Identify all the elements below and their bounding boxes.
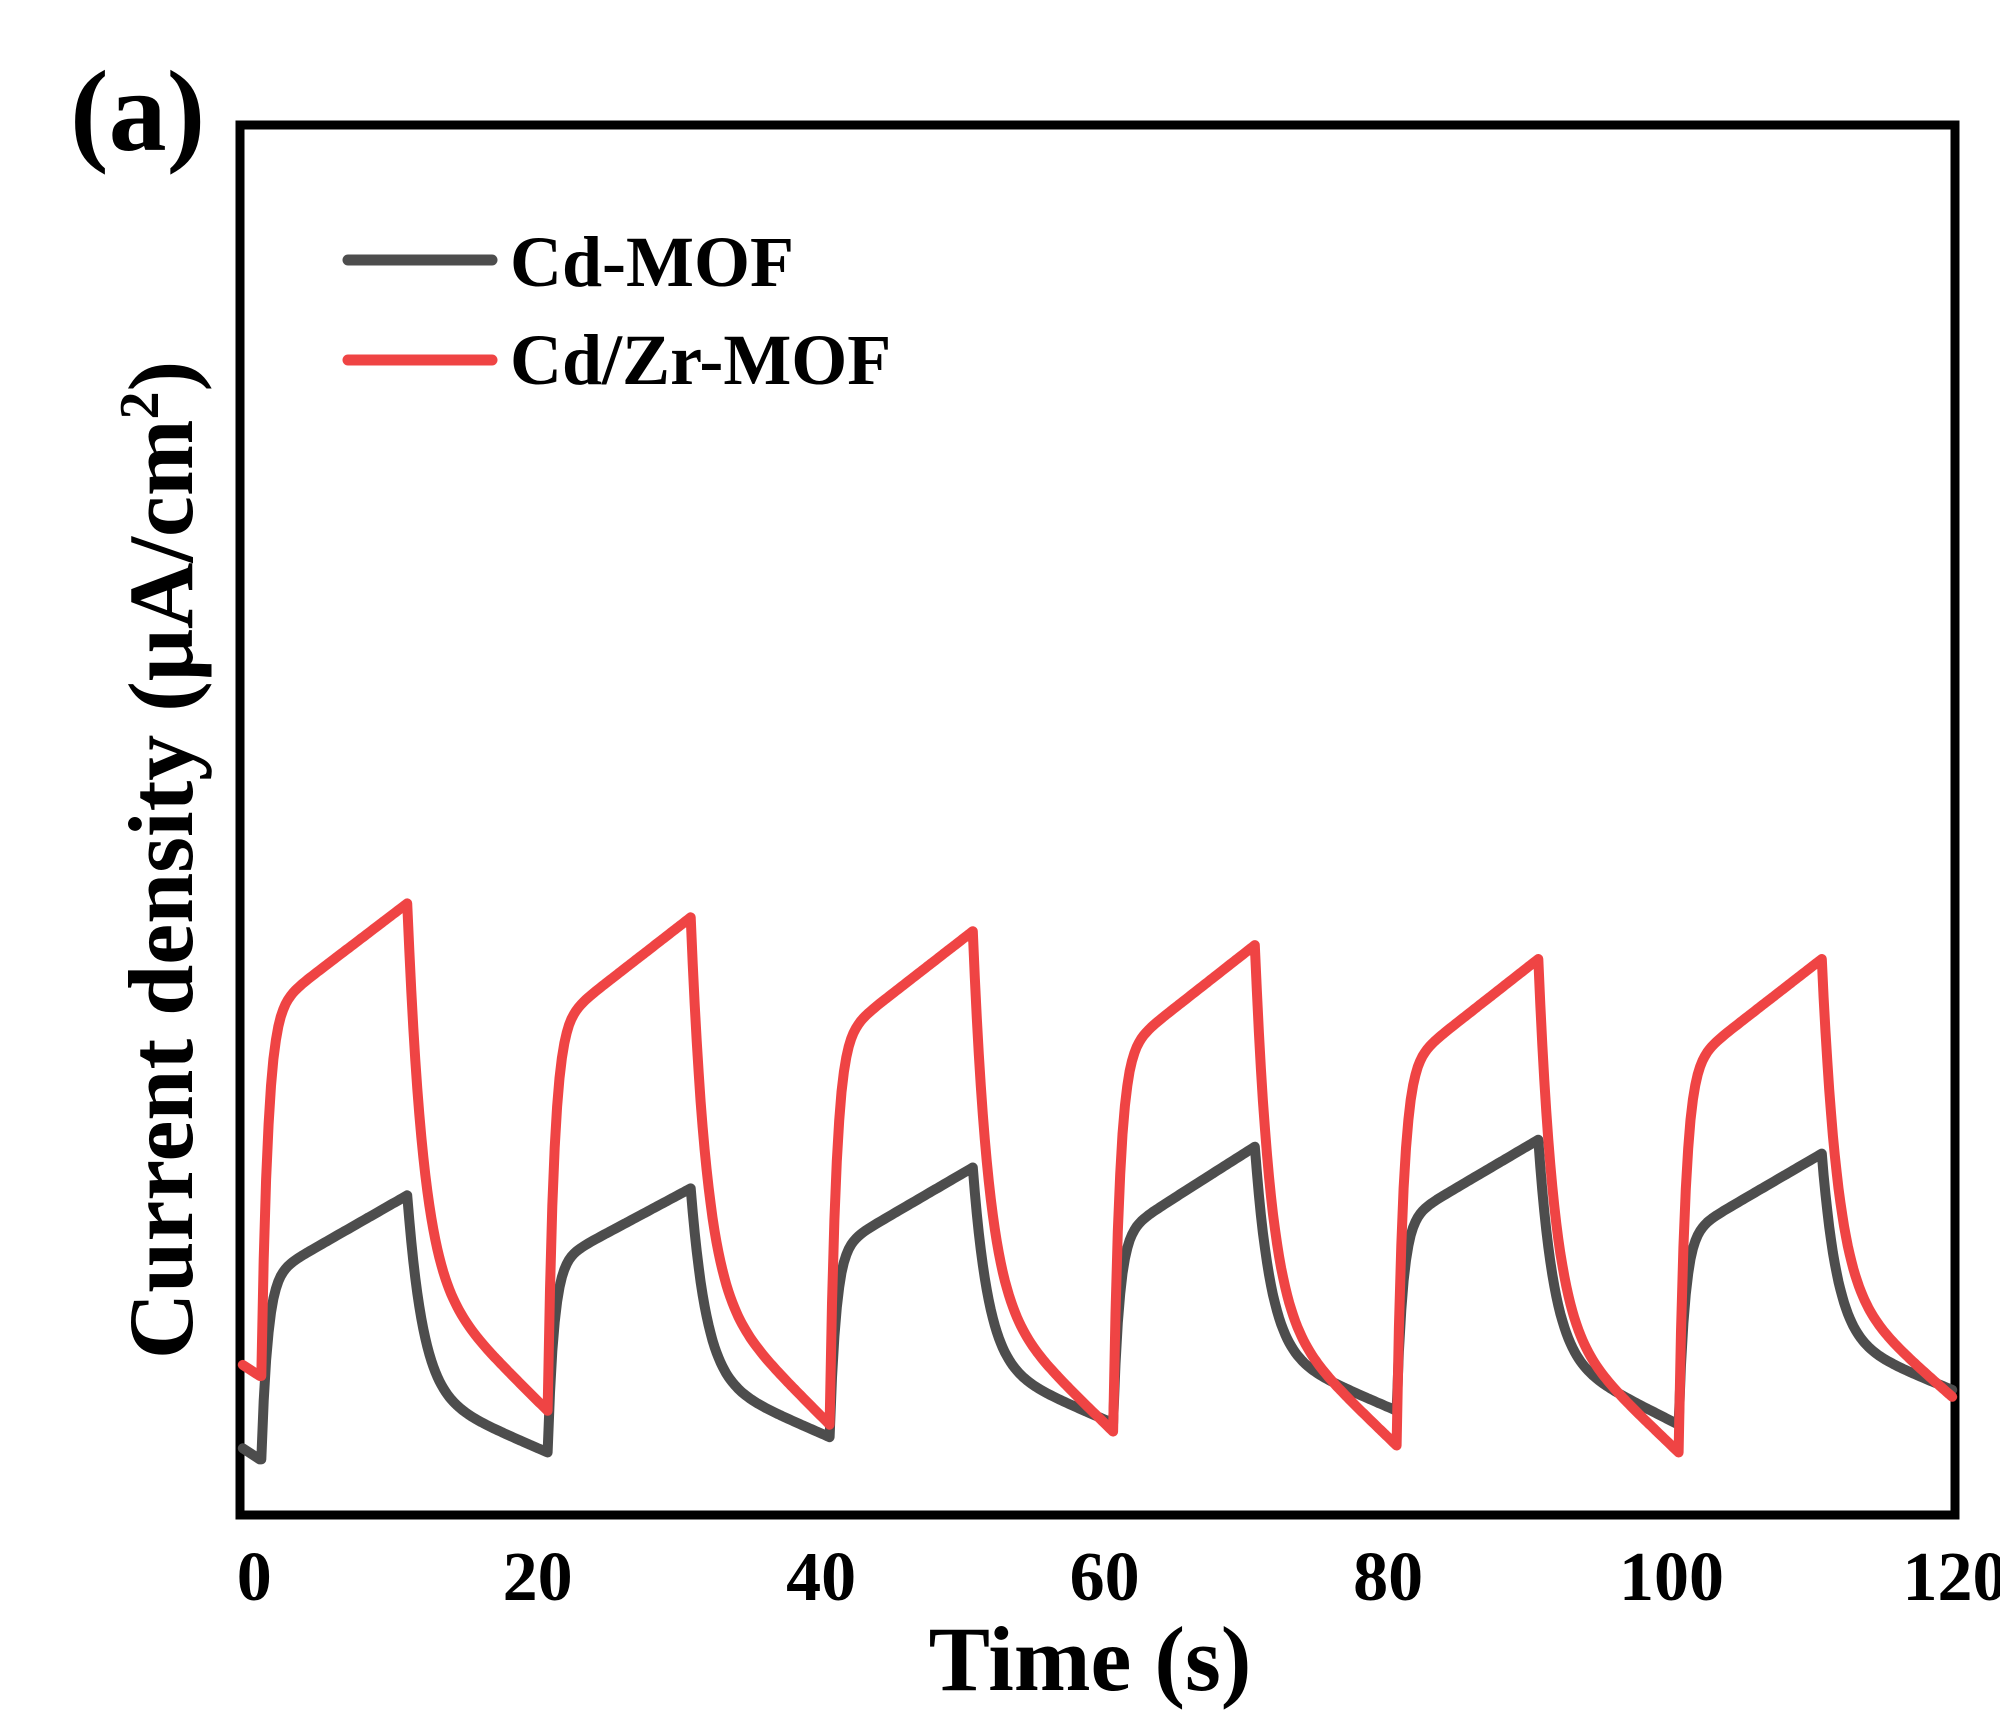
x-tick-label-60: 60 bbox=[1070, 1539, 1140, 1616]
y-axis-label: Current density (μA/cm2) bbox=[109, 361, 212, 1359]
x-tick-label-0: 0 bbox=[237, 1539, 272, 1616]
series-layer bbox=[237, 898, 1958, 1465]
plot-frame bbox=[235, 120, 1960, 1520]
x-tick-labels: 0 20 40 60 80 100 120 bbox=[237, 1539, 2000, 1616]
panel-label: (a) bbox=[70, 48, 205, 176]
legend-label-cd-mof: Cd-MOF bbox=[510, 222, 794, 302]
y-axis-label-main: Current density (μA/cm bbox=[110, 419, 212, 1359]
x-tick-label-20: 20 bbox=[503, 1539, 573, 1616]
x-tick-label-120: 120 bbox=[1903, 1539, 2000, 1616]
series-line-cd-zr-mof bbox=[237, 898, 1958, 1458]
x-axis-label: Time (s) bbox=[929, 1608, 1252, 1710]
x-tick-label-100: 100 bbox=[1619, 1539, 1724, 1616]
x-tick-label-80: 80 bbox=[1353, 1539, 1423, 1616]
y-axis-label-sup: 2 bbox=[109, 391, 171, 419]
y-axis-label-close: ) bbox=[110, 361, 212, 392]
legend-label-cd-zr-mof: Cd/Zr-MOF bbox=[510, 320, 891, 400]
x-tick-label-40: 40 bbox=[786, 1539, 856, 1616]
legend: Cd-MOF Cd/Zr-MOF bbox=[342, 222, 891, 400]
